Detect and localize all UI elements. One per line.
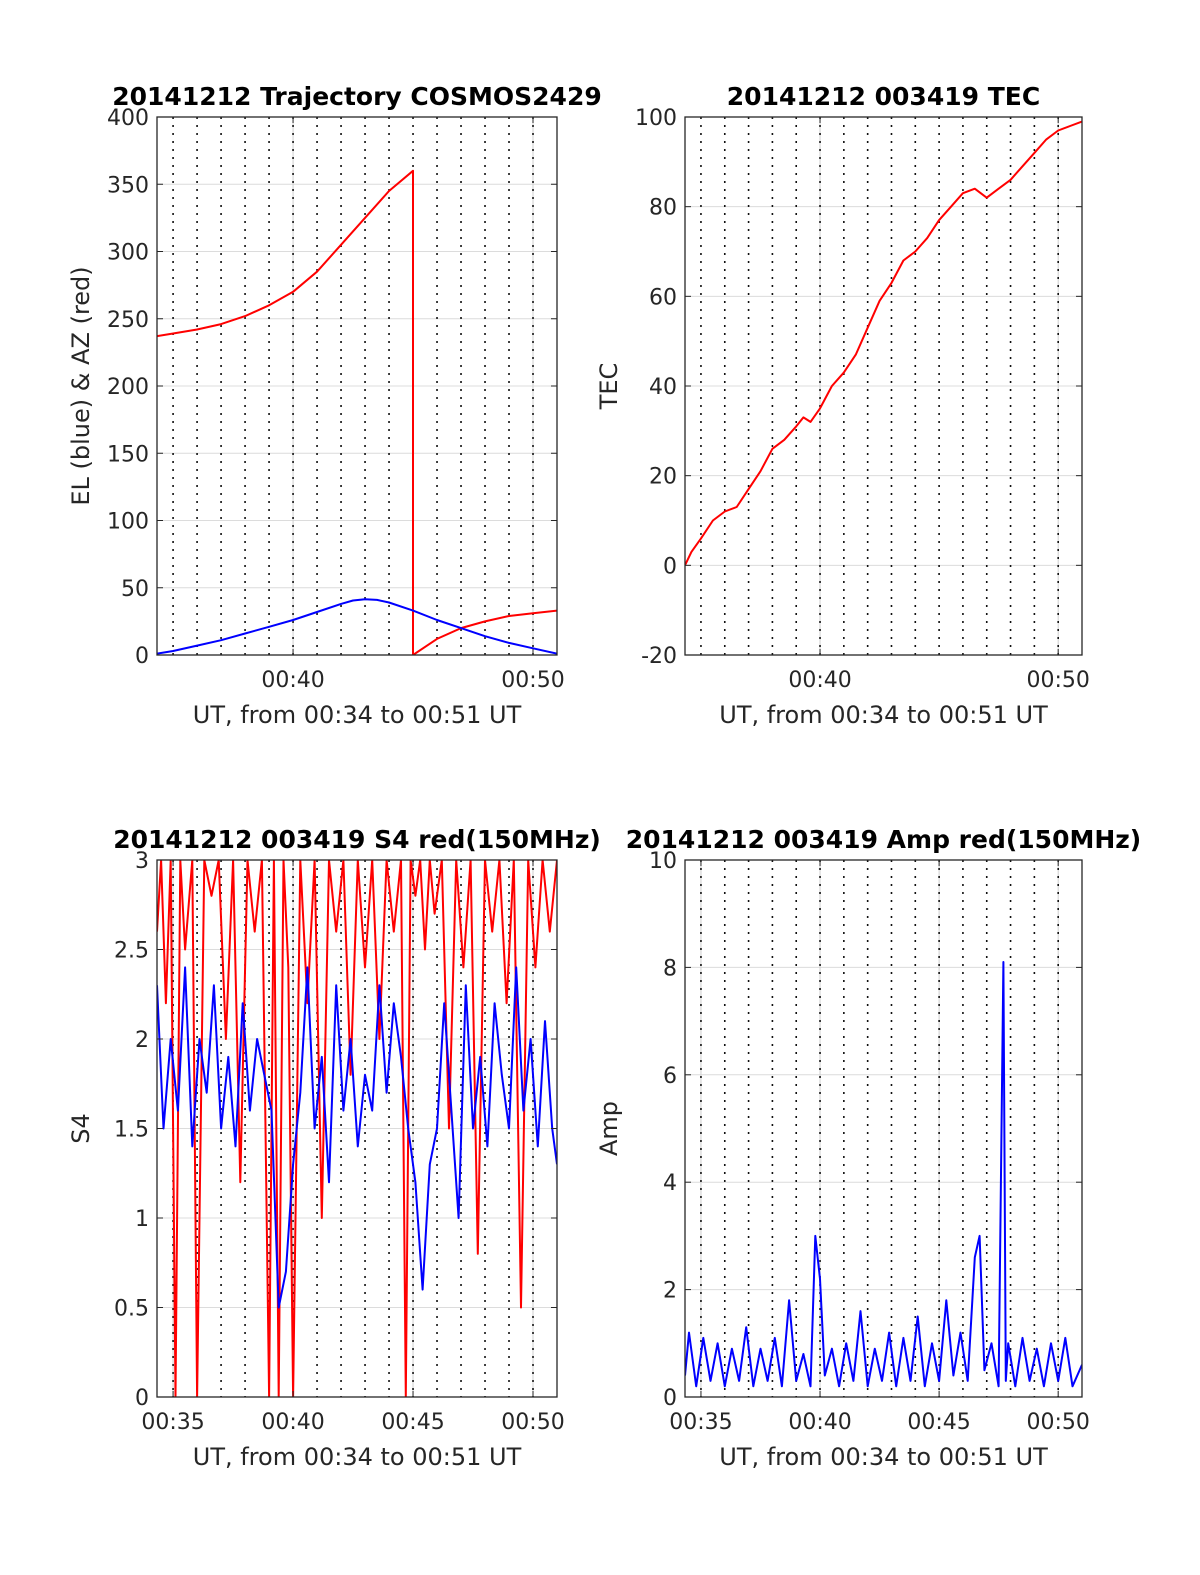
y-tick-label: 0	[135, 644, 149, 669]
y-tick-label: 10	[649, 849, 677, 874]
y-tick-label: 100	[107, 510, 149, 535]
x-tick-label: 00:35	[669, 1410, 732, 1435]
y-tick-label: 250	[107, 308, 149, 333]
series-line-0	[685, 120, 1082, 566]
x-tick-label: 00:50	[501, 668, 564, 693]
y-tick-label: 1.5	[114, 1118, 149, 1143]
y-tick-label: 4	[663, 1171, 677, 1196]
plot-area	[685, 860, 1082, 1397]
x-axis-label: UT, from 00:34 to 00:51 UT	[193, 701, 522, 729]
s4-panel: 0 0.5 1 1.5 2 2.5 3 00:35 00:40 00:45 00:50 UT, fro…	[67, 825, 601, 1471]
x-tick-label: 00:35	[141, 1410, 204, 1435]
y-tick-label: 80	[649, 196, 677, 221]
y-tick-label: 40	[649, 375, 677, 400]
y-tick-label: 0.5	[114, 1297, 149, 1322]
x-tick-label: 00:50	[1026, 668, 1089, 693]
y-tick-label: 60	[649, 285, 677, 310]
x-tick-label: 00:40	[261, 668, 324, 693]
x-tick-label: 00:50	[501, 1410, 564, 1435]
y-tick-label: 50	[121, 577, 149, 602]
x-axis-label: UT, from 00:34 to 00:51 UT	[719, 701, 1048, 729]
y-tick-label: 100	[635, 106, 677, 131]
x-axis-label: UT, from 00:34 to 00:51 UT	[193, 1443, 522, 1471]
series-line-0	[157, 860, 557, 1397]
x-axis-label: UT, from 00:34 to 00:51 UT	[719, 1443, 1048, 1471]
y-tick-label: 150	[107, 442, 149, 467]
y-tick-label: 400	[107, 106, 149, 131]
y-tick-label: 2.5	[114, 939, 149, 964]
tec-panel: -20 0 20 40 60 80 100 00:40 00:50 UT, from 00:34 …	[595, 82, 1090, 729]
series-line-1	[157, 598, 557, 655]
y-tick-label: 3	[135, 849, 149, 874]
x-tick-label: 00:45	[907, 1410, 970, 1435]
chart-title: 20141212 003419 S4 red(150MHz)	[113, 825, 601, 854]
y-tick-label: 6	[663, 1064, 677, 1089]
y-tick-label: 0	[663, 554, 677, 579]
x-tick-label: 00:40	[788, 668, 851, 693]
y-axis-label: TEC	[595, 363, 623, 411]
amp-panel: 0 2 4 6 8 10 00:35 00:40 00:45 00:50 UT, from 00:3…	[595, 825, 1141, 1471]
y-axis-label: EL (blue) & AZ (red)	[67, 266, 95, 505]
x-tick-label: 00:40	[261, 1410, 324, 1435]
y-tick-label: 0	[135, 1386, 149, 1411]
axes-frame	[684, 859, 1083, 1398]
y-tick-label: 300	[107, 241, 149, 266]
y-tick-label: 8	[663, 956, 677, 981]
series-line-1	[157, 966, 557, 1309]
y-tick-label: 0	[663, 1386, 677, 1411]
trajectory-panel: 0 50 100 150 200 250 300 350 400 00:40 00:50 UT, fr…	[67, 82, 602, 729]
x-tick-label: 00:50	[1026, 1410, 1089, 1435]
y-tick-label: 200	[107, 375, 149, 400]
x-tick-label: 00:45	[381, 1410, 444, 1435]
y-tick-label: 350	[107, 173, 149, 198]
y-tick-label: 20	[649, 465, 677, 490]
series-line-0	[157, 169, 557, 655]
chart-title: 20141212 003419 Amp red(150MHz)	[626, 825, 1142, 854]
y-axis-label: S4	[67, 1113, 95, 1144]
y-tick-label: 1	[135, 1207, 149, 1232]
y-tick-label: 2	[135, 1028, 149, 1053]
y-axis-label: Amp	[595, 1101, 623, 1156]
y-tick-label: -20	[641, 644, 677, 669]
y-tick-label: 2	[663, 1279, 677, 1304]
chart-title: 20141212 003419 TEC	[727, 82, 1040, 111]
chart-title: 20141212 Trajectory COSMOS2429	[112, 82, 602, 111]
x-tick-label: 00:40	[788, 1410, 851, 1435]
series-line-0	[685, 961, 1082, 1388]
